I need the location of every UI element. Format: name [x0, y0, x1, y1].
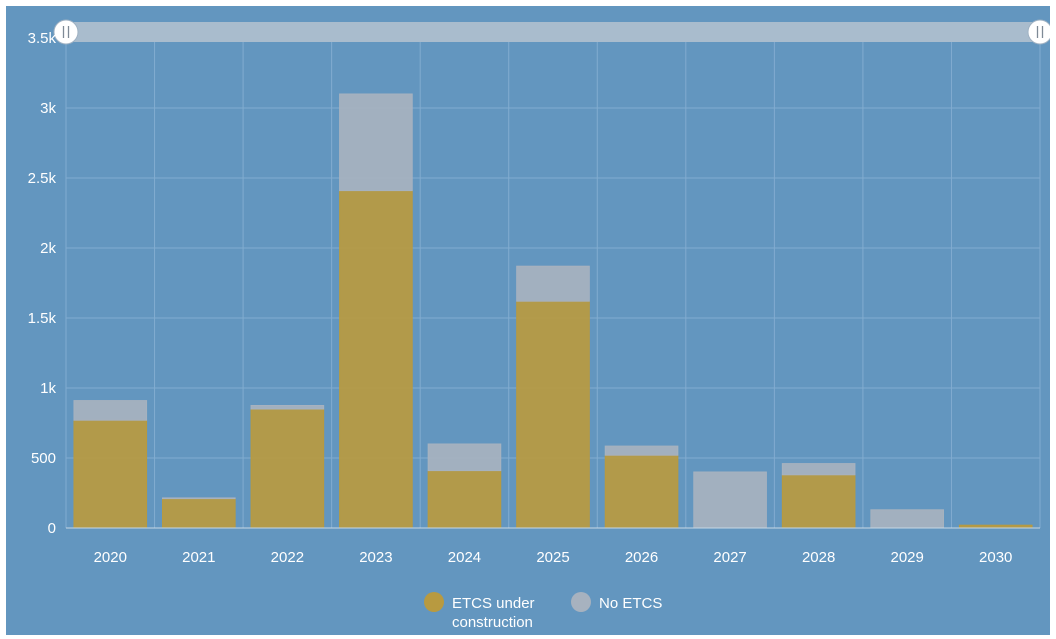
legend-marker [571, 592, 591, 612]
bar-no-etcs-2028[interactable] [781, 463, 856, 476]
y-tick-label: 500 [31, 450, 56, 467]
x-tick-label: 2025 [536, 549, 569, 566]
chart-frame: 0 500 1k 1.5k 2k 2.5k 3k 3.5k 2020 2021 2022 2023 2… [6, 6, 1050, 635]
range-handle-right[interactable] [1027, 19, 1050, 45]
legend-item[interactable]: ETCS under construction [424, 592, 535, 631]
y-tick-label: 3k [40, 100, 56, 117]
x-tick-label: 2027 [713, 549, 746, 566]
x-tick-label: 2030 [979, 549, 1012, 566]
y-tick-label: 2.5k [28, 170, 57, 187]
bar-etcs-under-construction-2025[interactable] [516, 300, 590, 529]
x-tick-label: 2023 [359, 549, 392, 566]
x-tick-label: 2029 [890, 549, 923, 566]
bar-no-etcs-2024[interactable] [427, 443, 502, 472]
x-tick-label: 2024 [448, 549, 481, 566]
legend-marker [424, 592, 444, 612]
bar-no-etcs-2026[interactable] [604, 445, 679, 456]
x-tick-label: 2022 [271, 549, 304, 566]
bar-no-etcs-2021[interactable] [162, 497, 236, 500]
bars [73, 93, 1033, 529]
bar-no-etcs-2022[interactable] [250, 405, 325, 410]
x-axis: 2020 2021 2022 2023 2024 2025 2026 2027 2028 2029… [94, 549, 1013, 566]
bar-etcs-under-construction-2028[interactable] [781, 474, 856, 529]
legend-label: No ETCS [599, 595, 662, 612]
range-selector-track[interactable] [66, 22, 1040, 42]
x-tick-label: 2026 [625, 549, 658, 566]
y-axis: 0 500 1k 1.5k 2k 2.5k 3k 3.5k [28, 30, 57, 537]
y-tick-label: 1k [40, 380, 56, 397]
bar-etcs-under-construction-2024[interactable] [427, 470, 502, 529]
y-tick-label: 1.5k [28, 310, 57, 327]
bar-no-etcs-2023[interactable] [339, 93, 413, 192]
y-tick-label: 2k [40, 240, 56, 257]
bar-etcs-under-construction-2026[interactable] [604, 454, 679, 529]
x-tick-label: 2021 [182, 549, 215, 566]
legend: ETCS under construction No ETCS [424, 592, 662, 631]
x-tick-label: 2028 [802, 549, 835, 566]
bar-etcs-under-construction-2023[interactable] [339, 190, 413, 529]
range-selector[interactable] [53, 19, 1050, 45]
grid [65, 37, 1041, 528]
bar-etcs-under-construction-2021[interactable] [162, 498, 236, 529]
legend-label: ETCS under [452, 595, 535, 612]
bar-no-etcs-2027[interactable] [693, 471, 767, 529]
legend-label: construction [452, 614, 533, 631]
legend-item[interactable]: No ETCS [571, 592, 662, 612]
y-tick-label: 0 [48, 520, 56, 537]
bar-no-etcs-2020[interactable] [73, 400, 148, 421]
bar-etcs-under-construction-2022[interactable] [250, 408, 325, 529]
y-tick-label: 3.5k [28, 30, 57, 47]
bar-no-etcs-2025[interactable] [516, 265, 590, 302]
range-handle-left[interactable] [53, 19, 79, 45]
bar-etcs-under-construction-2020[interactable] [73, 419, 148, 529]
bar-no-etcs-2029[interactable] [870, 509, 944, 529]
x-tick-label: 2020 [94, 549, 127, 566]
